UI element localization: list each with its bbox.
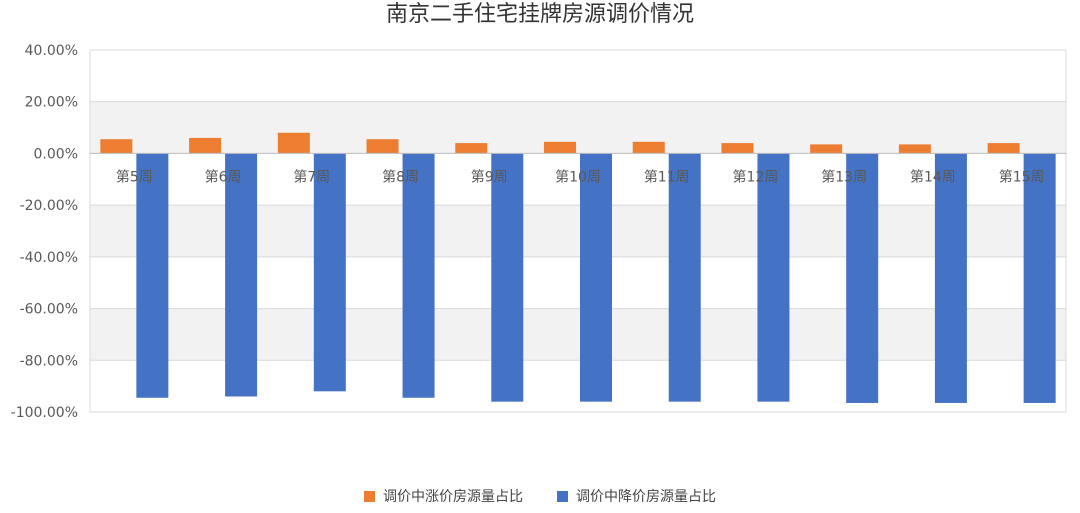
bar-fall — [1023, 153, 1056, 403]
bar-fall — [757, 153, 790, 402]
bar-rise — [277, 132, 310, 154]
bar-chart: 40.00% 20.00% 0.00% -20.00% -40.00% -60.00% -8… — [11, 43, 1067, 421]
bar-rise — [455, 143, 488, 154]
y-tick-label: 40.00% — [25, 43, 78, 59]
x-tick-label: 第5周 — [116, 168, 153, 185]
bar-rise — [810, 144, 843, 154]
x-tick-label: 第15周 — [999, 168, 1045, 185]
legend-label-rise: 调价中涨价房源量占比 — [383, 489, 523, 505]
x-tick-label: 第9周 — [471, 168, 508, 185]
bar-rise — [987, 143, 1020, 154]
legend-swatch-fall — [557, 490, 568, 502]
legend-item-fall: 调价中降价房源量占比 — [557, 486, 716, 506]
bar-fall — [846, 153, 879, 403]
bar-rise — [898, 144, 931, 154]
bar-rise — [632, 141, 665, 154]
legend-swatch-rise — [364, 490, 375, 502]
plot-band — [90, 50, 1066, 102]
bar-fall — [934, 153, 967, 403]
y-tick-label: -80.00% — [20, 353, 78, 369]
legend-label-fall: 调价中降价房源量占比 — [576, 489, 716, 505]
y-tick-label: -40.00% — [20, 250, 78, 266]
plot-border — [89, 49, 1067, 413]
bar-fall — [580, 153, 612, 402]
x-tick-label: 第6周 — [205, 168, 242, 185]
legend-item-rise: 调价中涨价房源量占比 — [364, 486, 523, 506]
y-tick-label: -20.00% — [20, 198, 78, 214]
bar-fall — [136, 153, 169, 398]
legend: 调价中涨价房源量占比 调价中降价房源量占比 — [0, 486, 1080, 506]
bar-rise — [100, 139, 133, 154]
chart-title: 南京二手住宅挂牌房源调价情况 — [385, 2, 694, 27]
bar-fall — [313, 153, 346, 392]
x-tick-label: 第12周 — [733, 168, 779, 185]
bar-fall — [668, 153, 701, 402]
bar-fall — [402, 153, 435, 398]
x-tick-label: 第7周 — [293, 168, 330, 185]
y-tick-label: -60.00% — [20, 302, 78, 318]
x-tick-label: 第8周 — [382, 168, 419, 185]
bar-fall — [225, 153, 258, 397]
x-tick-label: 第13周 — [821, 168, 867, 185]
x-tick-label: 第11周 — [644, 168, 690, 185]
bar-rise — [544, 141, 576, 154]
y-tick-label: 0.00% — [34, 146, 78, 162]
y-tick-label: -100.00% — [11, 405, 78, 421]
bar-rise — [189, 137, 222, 154]
bar-rise — [366, 139, 399, 154]
y-tick-label: 20.00% — [25, 95, 78, 111]
bar-rise — [721, 143, 754, 154]
x-tick-label: 第10周 — [555, 168, 601, 185]
x-tick-label: 第14周 — [910, 168, 956, 185]
bar-fall — [491, 153, 524, 402]
